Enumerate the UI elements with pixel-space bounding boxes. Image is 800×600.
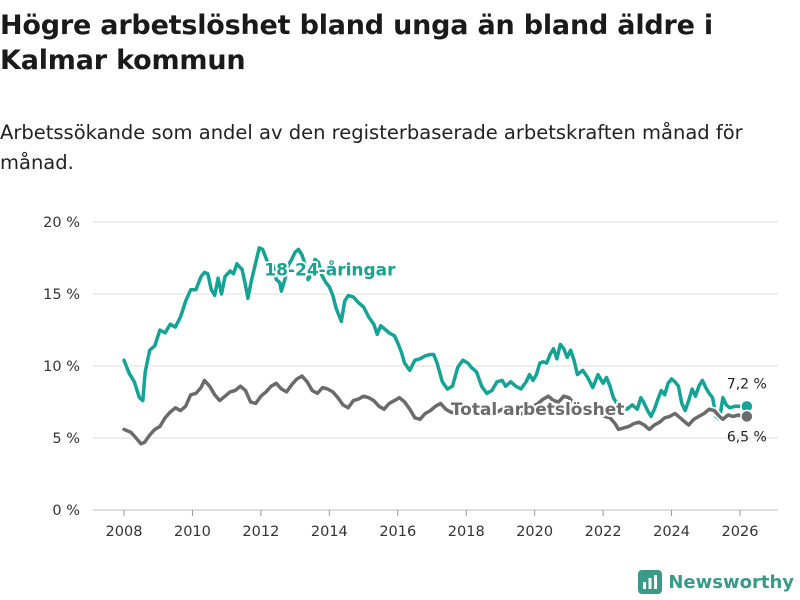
x-tick-label: 2022 (585, 524, 622, 540)
y-tick-label: 0 % (52, 503, 80, 519)
series-label-youth: 18-24-åringar (264, 259, 396, 281)
brand-name: Newsworthy (668, 571, 794, 593)
x-tick-label: 2026 (722, 524, 759, 540)
chart-subtitle: Arbetssökande som andel av den registerb… (0, 121, 743, 174)
series-line-total-arbetsloshet (122, 374, 749, 446)
y-tick-label: 15 % (43, 287, 80, 303)
x-tick-label: 2024 (653, 524, 690, 540)
end-label-total: 6,5 % (727, 429, 767, 445)
label-layer: 18-24-åringar Total arbetslöshet 7,2 % 6,5 … (262, 257, 767, 446)
page-title: Högre arbetslöshet bland unga än bland ä… (0, 10, 713, 76)
y-tick-label: 10 % (43, 359, 80, 375)
y-tick-label: 5 % (52, 431, 80, 447)
series-line-18-24-aringar (122, 246, 749, 422)
x-tick-label: 2016 (379, 524, 416, 540)
x-axis: 2008 2010 2012 2014 2016 2018 2020 2022 2024 2026 (106, 510, 759, 540)
y-tick-label: 20 % (43, 215, 80, 231)
x-tick-label: 2014 (311, 524, 348, 540)
x-tick-label: 2020 (516, 524, 553, 540)
series-label-total: Total arbetslöshet (451, 400, 625, 420)
series-layer (120, 244, 754, 448)
bar-chart-icon (638, 570, 663, 594)
end-point-total-arbetsloshet (740, 409, 754, 424)
end-label-youth: 7,2 % (727, 376, 767, 392)
x-tick-label: 2010 (174, 524, 211, 540)
x-tick-label: 2012 (242, 524, 279, 540)
gridlines: 0 % 5 % 10 % 15 % 20 % (43, 215, 778, 519)
x-tick-label: 2008 (106, 524, 143, 540)
brand-logo: Newsworthy (638, 570, 794, 594)
x-tick-label: 2018 (448, 524, 485, 540)
